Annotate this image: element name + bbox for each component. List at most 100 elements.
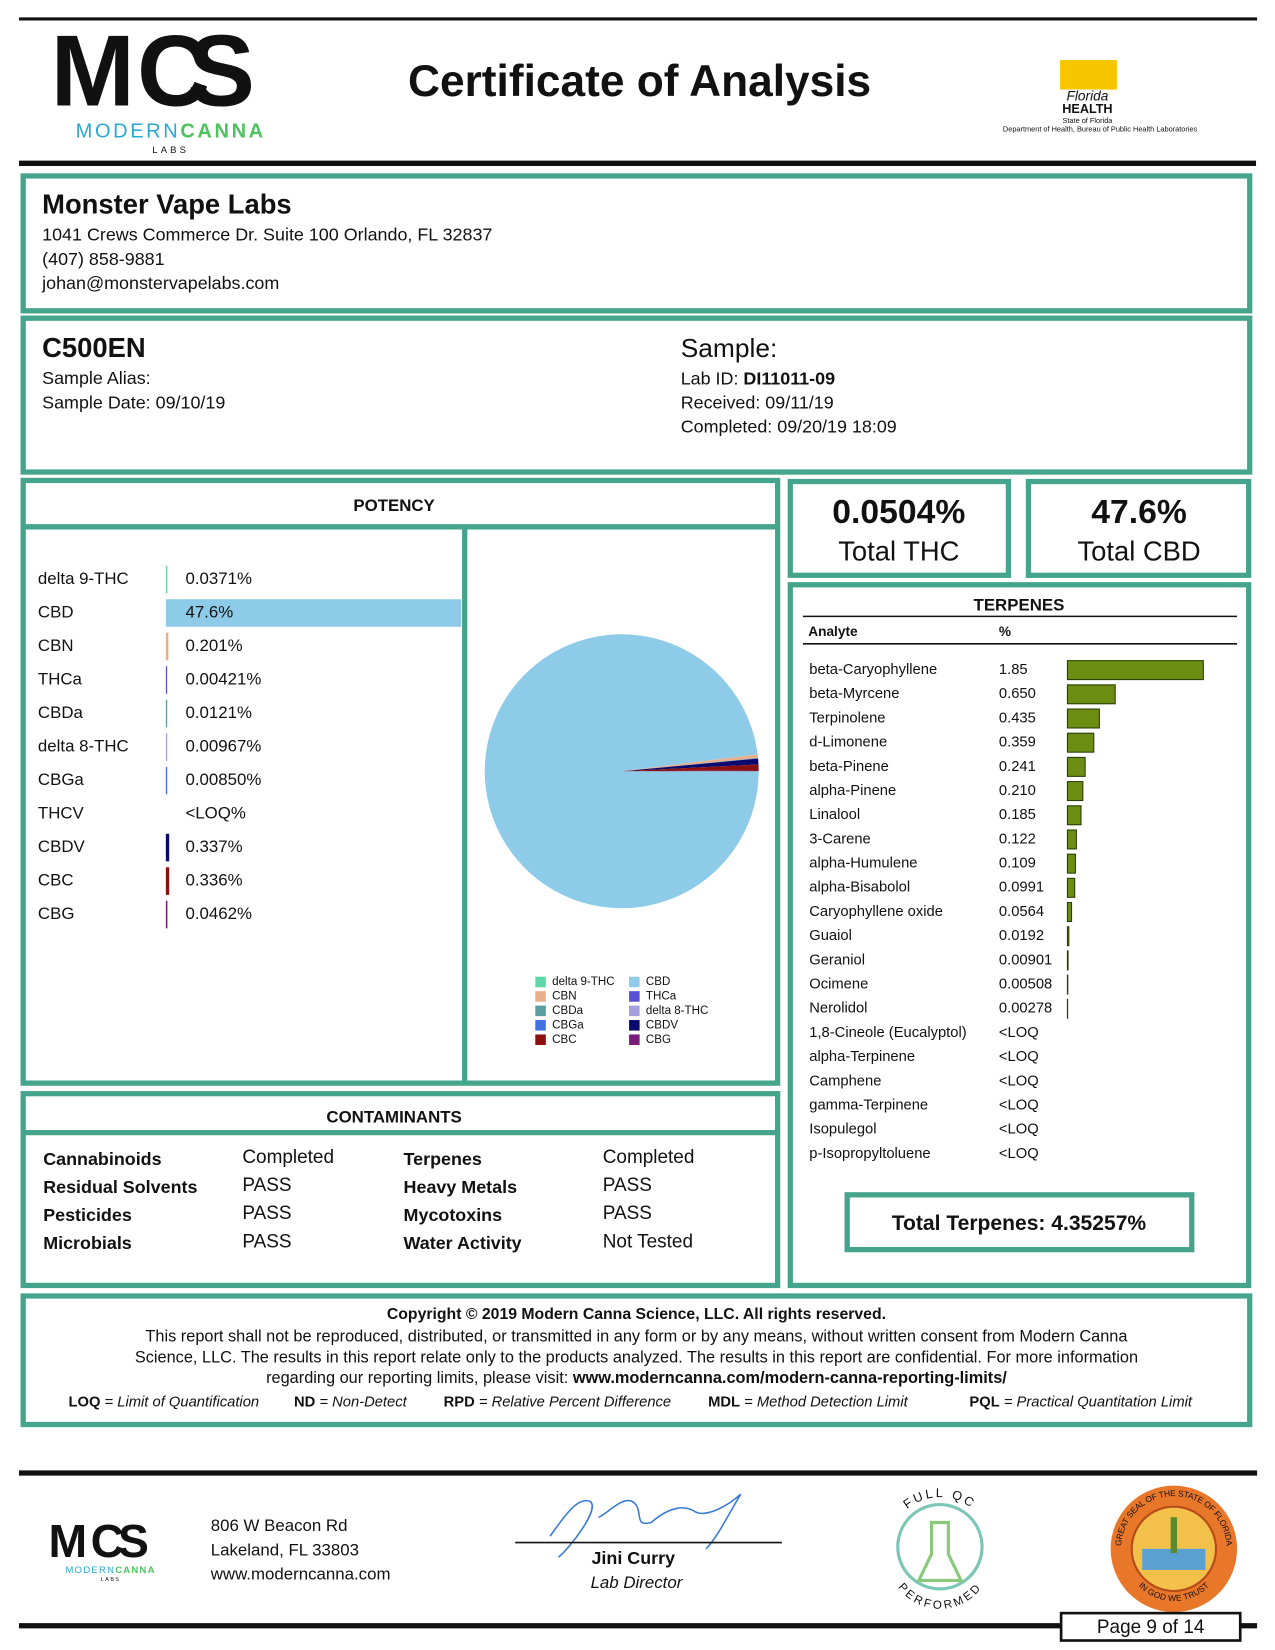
terpene-name: 3-Carene: [809, 831, 871, 847]
legend-swatch: [629, 1020, 640, 1031]
logo-letter: M: [48, 1515, 85, 1567]
contaminant-status: PASS: [603, 1175, 652, 1196]
legend-label: delta 9-THC: [552, 976, 614, 988]
lab-id-value: DI11011-09: [743, 368, 835, 388]
total-cbd-box: [1025, 478, 1252, 578]
contaminant-status: Completed: [603, 1147, 695, 1168]
logo-sub: LABS: [101, 1577, 121, 1583]
legend-swatch: [535, 1034, 546, 1045]
logo-letter: M: [51, 15, 131, 128]
terpene-name: alpha-Bisabolol: [809, 880, 910, 896]
terpene-bar: [1066, 756, 1086, 777]
terpene-value: 0.0991: [999, 880, 1044, 896]
legend-swatch: [535, 976, 546, 988]
signer-title: Lab Director: [591, 1573, 684, 1592]
terpene-name: Nerolidol: [809, 1001, 867, 1017]
logo-name-canna: CANNA: [115, 1564, 156, 1575]
terpene-name: beta-Pinene: [809, 759, 889, 775]
contaminant-status: Not Tested: [603, 1231, 693, 1252]
analyte-value: 0.00967%: [185, 736, 261, 755]
legend-swatch: [535, 1020, 546, 1031]
abbreviation: RPD = Relative Percent Difference: [444, 1394, 672, 1410]
legend-swatch: [629, 1034, 640, 1045]
legend-swatch: [535, 1005, 546, 1017]
legend-swatch: [535, 991, 546, 1002]
logo-name-canna: CANNA: [180, 121, 265, 143]
lab-id-label: Lab ID:: [681, 368, 744, 388]
client-email: johan@monstervapelabs.com: [41, 273, 279, 293]
total-cbd-value: 47.6%: [1091, 493, 1187, 531]
contaminant-name: Residual Solvents: [43, 1177, 197, 1197]
contaminants-title: CONTAMINANTS: [326, 1107, 461, 1126]
terpene-bar: [1066, 853, 1076, 874]
client-phone: (407) 858-9881: [42, 249, 164, 269]
analyte-value: 0.201%: [185, 636, 242, 655]
terpene-name: beta-Caryophyllene: [809, 662, 937, 678]
legend-label: CBN: [552, 990, 576, 1002]
contaminant-name: Terpenes: [404, 1149, 482, 1169]
lab-address: Lakeland, FL 33803: [211, 1540, 359, 1559]
total-thc-box: [787, 478, 1012, 578]
contaminant-status: PASS: [242, 1203, 291, 1224]
terpene-value: 0.00508: [999, 976, 1052, 992]
badge-bottom: PERFORMED: [895, 1581, 982, 1612]
abbreviation-code: ND: [294, 1394, 316, 1410]
analyte-name: delta 9-THC: [38, 569, 129, 588]
column-header: Analyte: [808, 624, 858, 639]
terpene-name: 1,8-Cineole (Eucalyptol): [809, 1025, 966, 1041]
analyte-name: CBN: [38, 636, 74, 655]
terpene-bar: [1066, 660, 1204, 681]
copyright: Copyright © 2019 Modern Canna Science, L…: [387, 1306, 886, 1323]
terpene-value: <LOQ: [999, 1073, 1039, 1089]
analyte-name: CBGa: [38, 770, 85, 789]
disclaimer-line: This report shall not be reproduced, dis…: [145, 1327, 1128, 1345]
pie-slice: [621, 758, 759, 772]
disclaimer-line: regarding our reporting limits, please v…: [266, 1370, 1007, 1388]
logo-name: MODERNCANNA: [76, 121, 266, 143]
legend-label: CBDa: [552, 1005, 583, 1017]
florida-state: State of Florida: [1062, 116, 1113, 125]
sample-name: C500EN: [42, 332, 145, 363]
terpene-value: 0.00901: [999, 952, 1052, 968]
terpene-name: Ocimene: [809, 976, 868, 992]
analyte-value: 0.0371%: [185, 569, 252, 588]
analyte-name: CBDa: [38, 703, 84, 722]
terpene-name: Isopulegol: [809, 1122, 876, 1138]
contaminant-status: PASS: [603, 1203, 652, 1224]
terpene-value: 0.435: [999, 710, 1036, 726]
terpene-name: alpha-Terpinene: [809, 1049, 915, 1065]
disclaimer-text: regarding our reporting limits, please v…: [266, 1370, 573, 1388]
qc-badge-ring: [896, 1503, 984, 1591]
client-box: [20, 173, 1253, 314]
logo-letter: S: [188, 15, 252, 128]
logo-name: MODERNCANNA: [66, 1564, 156, 1575]
analyte-name: THCV: [38, 803, 85, 822]
legend-label: CBG: [646, 1034, 671, 1046]
terpene-name: Camphene: [809, 1073, 881, 1089]
analyte-value: <LOQ%: [185, 803, 245, 822]
abbreviation-code: MDL: [708, 1394, 740, 1410]
terpene-value: 0.359: [999, 735, 1036, 751]
abbreviation-meaning: = Non-Detect: [315, 1394, 407, 1410]
terpene-bar: [1066, 926, 1070, 947]
terpene-value: 0.185: [999, 807, 1036, 823]
total-terpenes: Total Terpenes: 4.35257%: [892, 1212, 1147, 1235]
terpene-bar: [1066, 829, 1077, 850]
legend-label: THCa: [646, 990, 677, 1002]
terpenes-box: [787, 582, 1252, 1289]
sample-box: [20, 315, 1253, 475]
signer-name: Jini Curry: [591, 1548, 675, 1568]
contaminant-status: PASS: [242, 1231, 291, 1252]
abbreviation-meaning: = Method Detection Limit: [740, 1394, 909, 1410]
client-address: 1041 Crews Commerce Dr. Suite 100 Orland…: [42, 225, 492, 245]
potency-bar: [165, 599, 462, 627]
pie-slice: [621, 764, 759, 772]
abbreviation: LOQ = Limit of Quantification: [68, 1394, 259, 1410]
terpenes-title: TERPENES: [974, 595, 1065, 614]
lab-address: 806 W Beacon Rd: [211, 1516, 348, 1535]
terpene-value: 0.210: [999, 783, 1036, 799]
total-cbd-label: Total CBD: [1077, 535, 1200, 566]
lab-address: www.moderncanna.com: [210, 1565, 391, 1584]
badge-text: PERFORMED: [895, 1581, 984, 1612]
logo-name-modern: MODERN: [66, 1564, 116, 1575]
